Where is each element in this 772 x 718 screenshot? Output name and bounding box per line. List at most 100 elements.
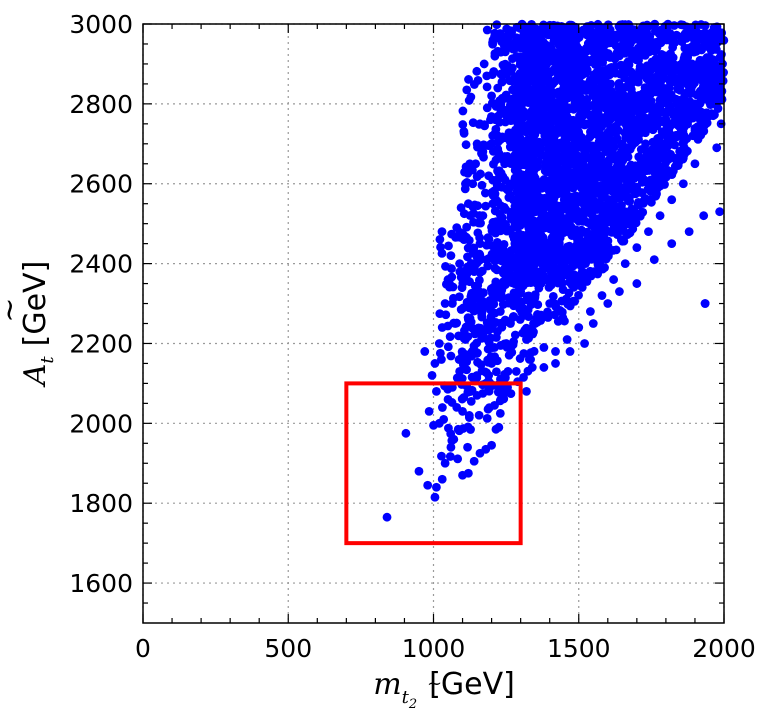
data-point — [571, 139, 581, 149]
data-point — [699, 79, 709, 89]
data-point — [490, 343, 499, 352]
data-point — [463, 315, 473, 324]
data-point — [627, 89, 637, 98]
data-point — [495, 219, 505, 229]
data-point — [437, 248, 447, 258]
data-point — [574, 157, 584, 167]
data-point — [491, 195, 501, 205]
data-point — [551, 27, 560, 37]
data-point — [585, 101, 595, 111]
data-point — [643, 124, 653, 133]
data-point — [555, 201, 565, 211]
x-axis-title: mt2 [GeV] — [373, 667, 515, 712]
data-point — [545, 299, 555, 308]
data-point — [619, 209, 628, 219]
data-point — [632, 279, 642, 288]
data-point — [542, 59, 552, 69]
data-point — [472, 139, 482, 149]
data-point — [594, 219, 604, 229]
data-point — [606, 217, 616, 227]
data-point — [661, 139, 671, 149]
data-point — [606, 79, 616, 89]
data-point — [455, 259, 465, 268]
data-point — [533, 300, 543, 309]
data-point — [597, 291, 607, 300]
data-point — [700, 21, 710, 30]
data-point — [614, 79, 624, 88]
data-point — [644, 159, 653, 169]
data-point — [636, 122, 646, 132]
data-point — [469, 456, 479, 466]
data-point — [443, 342, 453, 352]
data-point — [680, 43, 690, 53]
data-point — [490, 51, 500, 61]
data-point — [458, 106, 468, 116]
data-point — [592, 163, 602, 173]
data-point — [574, 323, 584, 332]
axis-ticks — [142, 23, 725, 623]
data-point — [524, 160, 534, 169]
data-point — [522, 47, 532, 57]
data-point — [558, 313, 568, 323]
data-point — [474, 410, 484, 420]
data-point — [539, 343, 549, 352]
data-point — [516, 99, 526, 109]
data-point — [551, 347, 560, 356]
data-point — [583, 39, 593, 48]
data-point — [456, 305, 466, 314]
data-point — [472, 172, 482, 182]
data-point — [560, 140, 570, 150]
data-point — [529, 265, 539, 275]
data-point — [495, 307, 505, 316]
data-point — [545, 202, 554, 212]
data-point — [656, 64, 665, 74]
data-point — [539, 239, 549, 249]
data-point — [525, 123, 535, 133]
data-point — [472, 338, 482, 348]
data-point — [657, 149, 666, 159]
data-point — [507, 299, 517, 308]
y-tick-label: 2000 — [69, 409, 133, 438]
data-point — [528, 240, 538, 250]
data-point — [690, 124, 700, 133]
data-point — [496, 226, 506, 236]
y-axis-subscript: t — [37, 356, 58, 364]
data-point — [524, 227, 534, 237]
data-point — [587, 208, 597, 217]
data-point — [502, 116, 512, 126]
data-point — [459, 235, 469, 245]
data-point — [649, 59, 659, 69]
data-point — [476, 360, 486, 369]
data-point — [664, 99, 674, 109]
data-point — [626, 160, 636, 170]
data-point — [501, 93, 511, 103]
data-point — [475, 239, 485, 249]
data-point — [516, 287, 526, 296]
data-point — [626, 67, 636, 77]
y-tick-label: 2200 — [69, 329, 133, 358]
data-point — [434, 339, 444, 348]
data-point — [495, 135, 505, 145]
data-point — [577, 190, 587, 200]
data-point — [519, 59, 528, 69]
data-point — [469, 267, 479, 276]
data-point — [692, 90, 702, 100]
data-point — [556, 279, 566, 288]
data-point — [535, 105, 544, 115]
data-point — [577, 112, 587, 121]
data-point — [472, 373, 482, 383]
data-point — [588, 319, 598, 328]
data-point — [430, 492, 440, 502]
data-point — [497, 182, 507, 192]
data-point — [544, 48, 554, 58]
data-point — [457, 374, 467, 383]
data-point — [439, 414, 449, 424]
data-point — [516, 160, 525, 170]
data-point — [678, 31, 688, 41]
data-point — [499, 394, 509, 404]
data-point — [440, 299, 450, 308]
data-point — [432, 386, 441, 396]
data-point — [482, 103, 492, 113]
data-point — [642, 88, 652, 98]
